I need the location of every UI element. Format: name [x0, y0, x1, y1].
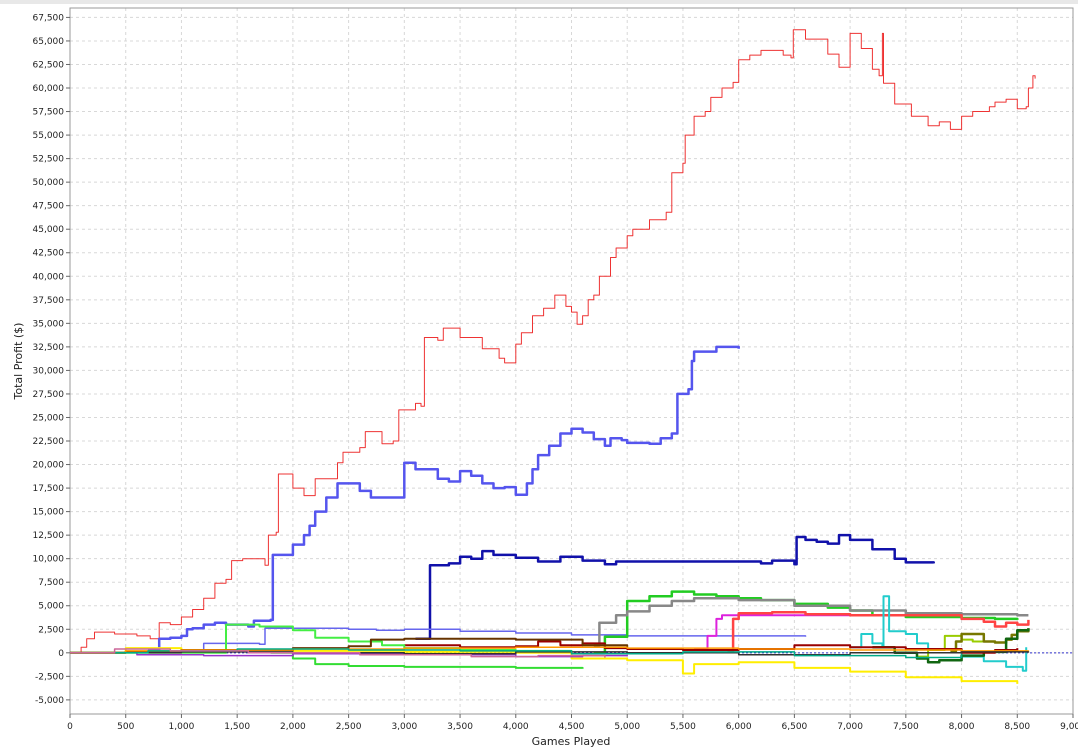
x-tick-label: 500: [117, 722, 134, 732]
x-tick-label: 9,000: [1060, 722, 1078, 732]
series-line-10: [917, 634, 996, 658]
y-tick-label: 22,500: [33, 437, 65, 447]
x-tick-label: 4,000: [503, 722, 529, 732]
series-line-13: [404, 640, 1019, 654]
x-tick-label: 0: [67, 722, 73, 732]
x-tick-label: 7,000: [837, 722, 863, 732]
y-tick-label: 5,000: [38, 602, 64, 612]
x-tick-label: 6,000: [726, 722, 752, 732]
series-line-3: [415, 533, 935, 640]
x-tick-label: 2,000: [280, 722, 306, 732]
y-tick-label: 12,500: [33, 531, 65, 541]
y-tick-label: 55,000: [33, 131, 65, 141]
y-tick-label: 17,500: [33, 484, 65, 494]
x-tick-label: 6,500: [782, 722, 808, 732]
y-tick-label: 27,500: [33, 390, 65, 400]
y-tick-label: 30,000: [33, 366, 65, 376]
y-tick-label: 45,000: [33, 225, 65, 235]
series-line-9: [850, 595, 1028, 672]
x-tick-label: 1,000: [169, 722, 195, 732]
x-tick-label: 4,500: [559, 722, 585, 732]
x-tick-label: 8,000: [949, 722, 975, 732]
y-tick-label: 25,000: [33, 413, 65, 423]
y-axis-title: Total Profit ($): [12, 323, 25, 401]
y-tick-label: 62,500: [33, 60, 65, 70]
y-tick-label: 65,000: [33, 37, 65, 47]
x-tick-label: 1,500: [224, 722, 250, 732]
y-axis: -5,000 -2,500 0 2,500 5,000 7,500 10,000 12,500…: [33, 13, 70, 706]
series-line-6: [593, 596, 1029, 647]
x-tick-label: 7,500: [893, 722, 919, 732]
y-tick-label: 35,000: [33, 319, 65, 329]
y-tick-label: 67,500: [33, 13, 65, 23]
y-tick-label: 50,000: [33, 178, 65, 188]
series-line-22: [70, 648, 606, 658]
y-tick-label: 15,000: [33, 508, 65, 518]
x-axis-title: Games Played: [532, 735, 611, 748]
x-axis: 0 500 1,000 1,500 2,000 2,500 3,000 3,500 4,000 4…: [67, 714, 1078, 732]
y-tick-label: 2,500: [38, 625, 64, 635]
x-tick-label: 8,500: [1004, 722, 1030, 732]
series-line-8: [727, 611, 1030, 654]
series-line-20: [70, 651, 1030, 656]
y-tick-label: -5,000: [35, 696, 64, 706]
top-border: [0, 0, 1078, 4]
y-tick-label: 40,000: [33, 272, 65, 282]
y-tick-label: 37,500: [33, 296, 65, 306]
y-tick-label: 20,000: [33, 461, 65, 471]
y-tick-label: -2,500: [35, 672, 64, 682]
y-tick-label: 32,500: [33, 343, 65, 353]
series-group: [70, 29, 1036, 684]
y-tick-label: 42,500: [33, 249, 65, 259]
y-tick-label: 10,000: [33, 555, 65, 565]
series-line-15: [70, 623, 573, 654]
y-tick-label: 57,500: [33, 108, 65, 118]
y-tick-label: 7,500: [38, 578, 64, 588]
y-tick-label: 60,000: [33, 84, 65, 94]
series-line-16: [270, 651, 584, 669]
y-tick-label: 52,500: [33, 155, 65, 165]
x-tick-label: 3,000: [391, 722, 417, 732]
y-tick-label: 0: [58, 649, 64, 659]
x-tick-label: 5,500: [670, 722, 696, 732]
y-tick-label: 47,500: [33, 202, 65, 212]
series-line-1: [70, 29, 1036, 654]
x-tick-label: 3,500: [447, 722, 473, 732]
x-tick-label: 5,000: [614, 722, 640, 732]
x-tick-label: 2,500: [336, 722, 362, 732]
